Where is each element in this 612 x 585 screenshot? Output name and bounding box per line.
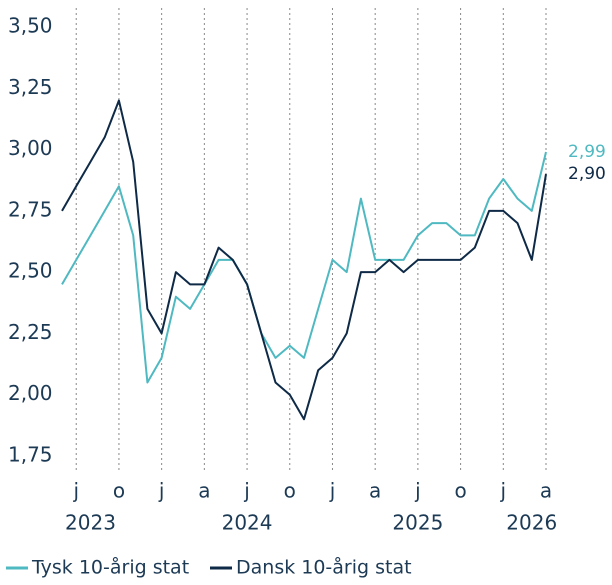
y-tick-label: 2,75 — [8, 197, 53, 221]
x-tick-label: a — [198, 479, 210, 503]
y-tick-label: 2,00 — [8, 381, 53, 405]
x-tick-label: j — [500, 479, 507, 503]
x-tick-label: o — [454, 479, 466, 503]
y-tick-label: 1,75 — [8, 443, 53, 467]
x-tick-label: a — [369, 479, 381, 503]
x-tick-label: o — [284, 479, 296, 503]
legend-label: Dansk 10-årig stat — [236, 556, 412, 579]
year-label: 2024 — [222, 511, 273, 535]
year-label: 2026 — [506, 511, 557, 535]
end-label: 2,99 — [568, 142, 606, 162]
x-tick-label: j — [72, 479, 79, 503]
legend-label: Tysk 10-årig stat — [31, 556, 189, 579]
end-label: 2,90 — [568, 164, 606, 184]
y-tick-label: 3,00 — [8, 136, 53, 160]
y-tick-label: 3,50 — [8, 14, 53, 38]
x-tick-label: o — [113, 479, 125, 503]
series-line — [61, 151, 547, 384]
x-tick-label: j — [158, 479, 165, 503]
x-tick-label: j — [329, 479, 336, 503]
year-label: 2023 — [65, 511, 116, 535]
y-tick-label: 2,50 — [8, 259, 53, 283]
y-tick-label: 2,25 — [8, 320, 53, 344]
year-label: 2025 — [392, 511, 443, 535]
x-tick-label: j — [414, 479, 421, 503]
x-tick-label: a — [540, 479, 552, 503]
series-line — [61, 99, 547, 421]
y-tick-label: 3,25 — [8, 75, 53, 99]
x-tick-label: j — [243, 479, 250, 503]
